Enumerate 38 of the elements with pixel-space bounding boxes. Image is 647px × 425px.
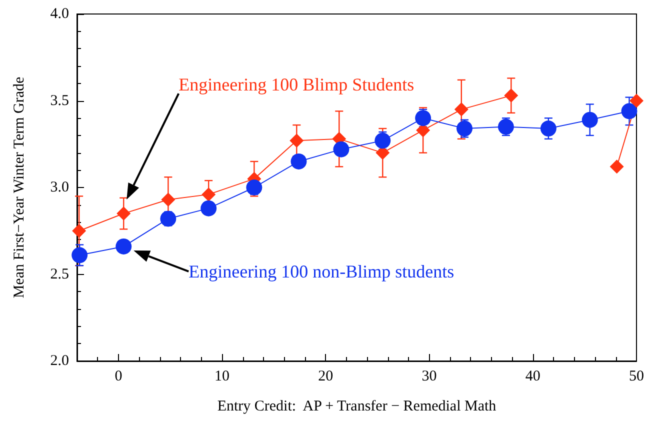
x-tick-label: 30 (422, 368, 437, 384)
x-tick-label: 20 (318, 368, 334, 384)
y-tick-label: 3.0 (50, 180, 69, 196)
point (200, 200, 217, 216)
point (333, 141, 350, 158)
point (116, 238, 132, 254)
point (540, 120, 556, 137)
annotation: Engineering 100 Blimp Students (178, 74, 414, 95)
x-tick-label: 0 (114, 368, 122, 384)
point (202, 187, 216, 202)
point (415, 110, 432, 126)
point (290, 134, 304, 148)
point (621, 103, 638, 120)
point (72, 224, 86, 238)
y-tick-label: 2.0 (50, 353, 69, 369)
point (498, 118, 514, 135)
point (290, 153, 307, 170)
point (116, 206, 131, 221)
y-axis-title: Mean First−Year Winter Term Grade (12, 76, 28, 298)
point (72, 247, 88, 264)
point (454, 102, 468, 116)
y-tick-label: 3.5 (50, 92, 69, 109)
point (246, 180, 262, 196)
point (456, 120, 473, 137)
y-tick-label: 4.0 (50, 6, 69, 22)
point (504, 88, 518, 103)
x-tick-label: 10 (214, 368, 230, 384)
annotation: Engineering 100 non-Blimp students (188, 261, 454, 282)
x-tick-label: 50 (629, 368, 644, 384)
point (161, 192, 176, 207)
y-tick-label: 2.5 (50, 266, 69, 282)
point (630, 94, 644, 108)
point (374, 132, 391, 149)
point (610, 160, 624, 174)
point (160, 210, 176, 227)
x-tick-label: 40 (525, 368, 540, 384)
x-axis-title: Entry Credit: AP + Transfer − Remedial Math (217, 398, 497, 414)
point (582, 112, 598, 128)
